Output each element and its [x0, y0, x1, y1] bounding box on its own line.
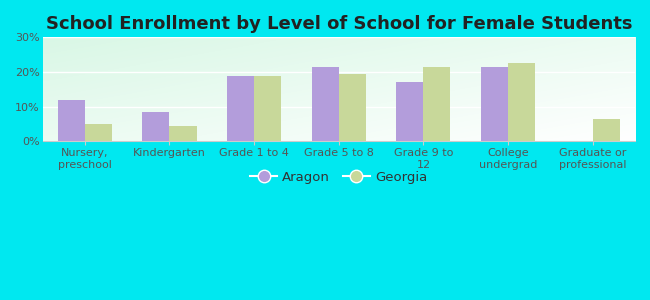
Bar [170, 126, 196, 142]
Bar [396, 82, 423, 142]
Bar [312, 67, 339, 142]
Legend: Aragon, Georgia: Aragon, Georgia [245, 166, 432, 189]
Bar [58, 100, 85, 142]
Bar [254, 76, 281, 142]
Title: School Enrollment by Level of School for Female Students: School Enrollment by Level of School for… [46, 15, 632, 33]
Bar [593, 119, 619, 142]
Bar [227, 76, 254, 142]
Bar [508, 63, 535, 142]
Bar [85, 124, 112, 142]
Bar [481, 67, 508, 142]
Bar [142, 112, 170, 142]
Bar [423, 67, 450, 142]
Bar [339, 74, 366, 142]
